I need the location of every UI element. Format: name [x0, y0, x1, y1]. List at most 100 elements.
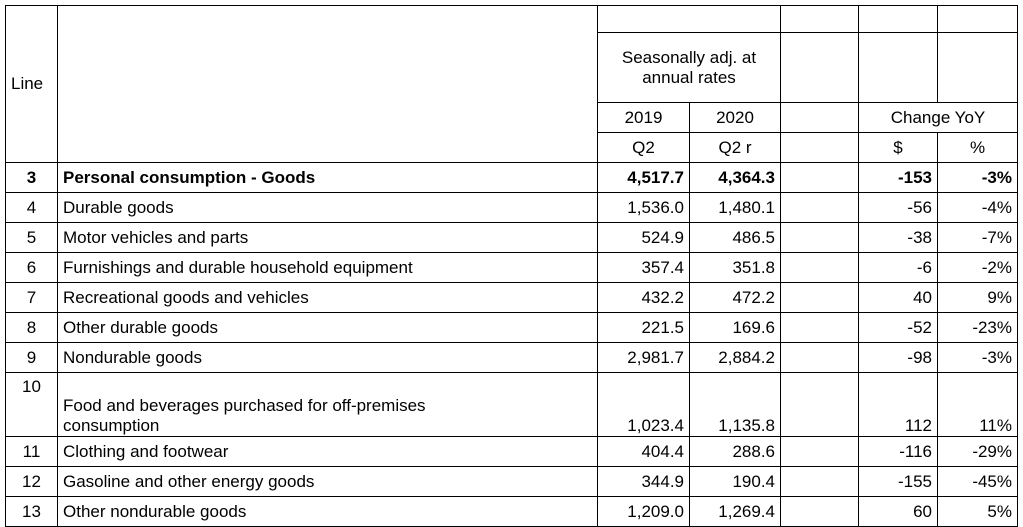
description-text: Clothing and footwear: [63, 441, 229, 461]
value-2020: 169.6: [689, 312, 781, 343]
description: Personal consumption - Goods: [57, 162, 598, 193]
table-row: 12 Gasoline and other energy goods 344.9 19…: [5, 466, 1018, 497]
description: Durable goods: [57, 192, 598, 223]
blank-cell: [780, 282, 859, 313]
change-percent: 5%: [937, 496, 1018, 527]
description-text: Durable goods: [63, 197, 174, 217]
change-percent: -29%: [937, 436, 1018, 467]
seasonally-header: Seasonally adj. at annual rates: [597, 32, 781, 103]
description: Food and beverages purchased for off-pre…: [57, 372, 598, 437]
change-percent: -3%: [937, 162, 1018, 193]
table-body: Line Seasonally adj. at annual rates 201…: [5, 5, 1018, 527]
change-dollar: -155: [858, 466, 938, 497]
blank-cell: [780, 162, 859, 193]
description-text: Other nondurable goods: [63, 501, 247, 521]
blank-cell: [597, 5, 781, 33]
year-header: 2019: [597, 102, 690, 133]
line-number: 6: [5, 252, 58, 283]
line-header: Line: [5, 5, 58, 163]
description: Furnishings and durable household equipm…: [57, 252, 598, 283]
value-2020: 1,135.8: [689, 372, 781, 437]
blank-cell: [780, 32, 859, 103]
value-2019: 1,536.0: [597, 192, 690, 223]
blank-cell: [780, 102, 859, 133]
table-row: 3 Personal consumption - Goods 4,517.7 4,36…: [5, 162, 1018, 193]
year-header: 2020: [689, 102, 781, 133]
description: Nondurable goods: [57, 342, 598, 373]
blank-cell: [780, 436, 859, 467]
change-dollar: -52: [858, 312, 938, 343]
value-2020: 472.2: [689, 282, 781, 313]
change-dollar: -98: [858, 342, 938, 373]
value-2019: 357.4: [597, 252, 690, 283]
change-percent: -4%: [937, 192, 1018, 223]
blank-cell: [780, 312, 859, 343]
table-row: 9 Nondurable goods 2,981.7 2,884.2 -98 -3%: [5, 342, 1018, 373]
value-2019: 404.4: [597, 436, 690, 467]
quarter-header: Q2 r: [689, 132, 781, 163]
change-dollar: -116: [858, 436, 938, 467]
table-row: 7 Recreational goods and vehicles 432.2 472…: [5, 282, 1018, 313]
table-row: 8 Other durable goods 221.5 169.6 -52 -23%: [5, 312, 1018, 343]
blank-cell: [858, 32, 938, 103]
change-percent: -23%: [937, 312, 1018, 343]
description-text: Personal consumption - Goods: [63, 167, 316, 187]
value-2019: 4,517.7: [597, 162, 690, 193]
value-2019: 2,981.7: [597, 342, 690, 373]
table-row: 4 Durable goods 1,536.0 1,480.1 -56 -4%: [5, 192, 1018, 223]
blank-cell: [57, 5, 598, 163]
change-percent: -3%: [937, 342, 1018, 373]
line-number: 4: [5, 192, 58, 223]
change-percent: 9%: [937, 282, 1018, 313]
line-number: 5: [5, 222, 58, 253]
blank-cell: [858, 5, 938, 33]
blank-cell: [937, 5, 1018, 33]
value-2020: 4,364.3: [689, 162, 781, 193]
change-percent: -45%: [937, 466, 1018, 497]
value-2020: 288.6: [689, 436, 781, 467]
description-text: Furnishings and durable household equipm…: [63, 257, 413, 277]
description: Gasoline and other energy goods: [57, 466, 598, 497]
change-dollar: -56: [858, 192, 938, 223]
description: Other durable goods: [57, 312, 598, 343]
description-text: Other durable goods: [63, 317, 218, 337]
blank-cell: [780, 192, 859, 223]
value-2020: 1,480.1: [689, 192, 781, 223]
change-percent: -7%: [937, 222, 1018, 253]
blank-cell: [780, 222, 859, 253]
line-number: 13: [5, 496, 58, 527]
value-2020: 190.4: [689, 466, 781, 497]
change-dollar: -38: [858, 222, 938, 253]
percent-header: %: [937, 132, 1018, 163]
line-number: 10: [5, 372, 58, 437]
change-dollar: 60: [858, 496, 938, 527]
value-2019: 1,209.0: [597, 496, 690, 527]
data-table: Line Seasonally adj. at annual rates 201…: [5, 5, 1018, 527]
value-2019: 524.9: [597, 222, 690, 253]
table-row: 11 Clothing and footwear 404.4 288.6 -116 -29…: [5, 436, 1018, 467]
change-header: Change YoY: [858, 102, 1018, 133]
description: Other nondurable goods: [57, 496, 598, 527]
description: Motor vehicles and parts: [57, 222, 598, 253]
line-number: 8: [5, 312, 58, 343]
change-percent: -2%: [937, 252, 1018, 283]
description-text: Gasoline and other energy goods: [63, 471, 315, 491]
table-row: 13 Other nondurable goods 1,209.0 1,269.4 60…: [5, 496, 1018, 527]
description-text: Food and beverages purchased for off-pre…: [63, 396, 426, 435]
description: Recreational goods and vehicles: [57, 282, 598, 313]
value-2019: 221.5: [597, 312, 690, 343]
change-dollar: -6: [858, 252, 938, 283]
change-dollar: 112: [858, 372, 938, 437]
line-number: 12: [5, 466, 58, 497]
dollar-header: $: [858, 132, 938, 163]
value-2020: 486.5: [689, 222, 781, 253]
description-text: Recreational goods and vehicles: [63, 287, 309, 307]
change-dollar: -153: [858, 162, 938, 193]
table-row: 5 Motor vehicles and parts 524.9 486.5 -38 -7…: [5, 222, 1018, 253]
blank-cell: [780, 5, 859, 33]
blank-cell: [780, 496, 859, 527]
line-number: 11: [5, 436, 58, 467]
line-number: 7: [5, 282, 58, 313]
value-2020: 2,884.2: [689, 342, 781, 373]
